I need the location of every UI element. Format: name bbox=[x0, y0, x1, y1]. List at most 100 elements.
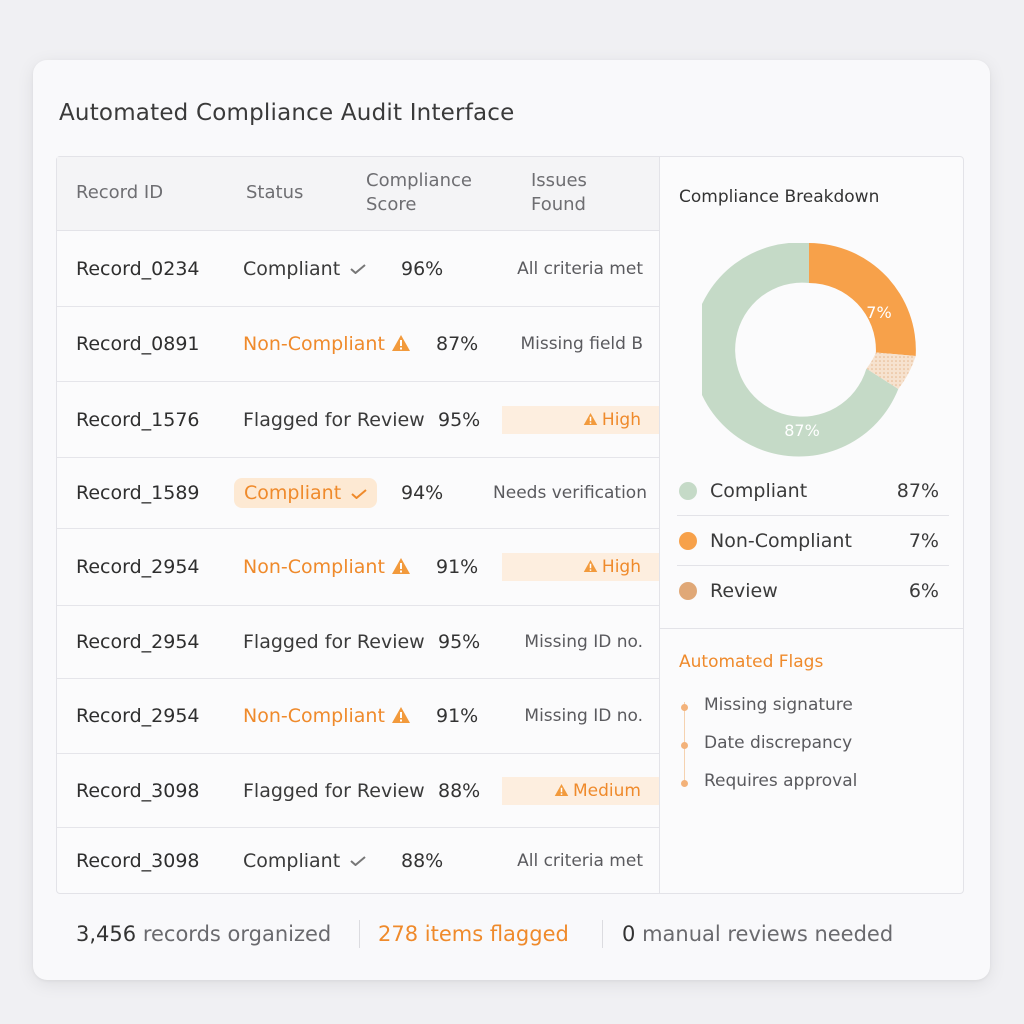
audit-card: Automated Compliance Audit Interface Rec… bbox=[33, 60, 990, 980]
donut-segment-non-compliant bbox=[809, 243, 916, 356]
record-id: Record_3098 bbox=[76, 849, 200, 872]
issue-text: All criteria met bbox=[517, 850, 643, 871]
warning-icon bbox=[583, 560, 598, 572]
severity-badge: High bbox=[502, 405, 659, 434]
flag-item-missing-signature[interactable]: Missing signature bbox=[704, 695, 853, 715]
issue-text: Missing ID no. bbox=[524, 706, 643, 726]
status-label: Non-Compliant bbox=[243, 705, 385, 727]
legend-item-compliant[interactable]: Compliant 87% bbox=[677, 466, 949, 516]
score-value: 87% bbox=[436, 333, 479, 355]
header-issues-line2: Found bbox=[531, 194, 586, 215]
table-row[interactable]: Record_2954 Non-Compliant 91% High bbox=[57, 529, 659, 606]
legend-label: Compliant bbox=[710, 479, 808, 502]
status-label: Non-Compliant bbox=[243, 556, 385, 578]
issue-text: Missing ID no. bbox=[524, 632, 643, 652]
legend-dot-review bbox=[679, 582, 697, 600]
legend-value: 6% bbox=[908, 580, 939, 602]
section-divider bbox=[660, 628, 964, 629]
table-row[interactable]: Record_0891 Non-Compliant 87% Missing fi… bbox=[57, 307, 659, 382]
legend-label: Review bbox=[710, 580, 778, 602]
legend-item-review[interactable]: Review 6% bbox=[677, 566, 949, 616]
manual-review-summary: 0 manual reviews needed bbox=[622, 922, 893, 946]
table-row[interactable]: Record_3098 Compliant 88% All criteria m… bbox=[57, 828, 659, 893]
status-label: Compliant bbox=[244, 482, 342, 504]
records-table: Record ID Status Compliance Score Issues… bbox=[57, 157, 659, 893]
status-label: Flagged for Review bbox=[243, 631, 425, 653]
content-panel: Record ID Status Compliance Score Issues… bbox=[56, 156, 964, 894]
header-issues-line1: Issues bbox=[531, 170, 587, 191]
footer-separator bbox=[602, 920, 603, 948]
warning-icon bbox=[554, 783, 569, 796]
warning-icon bbox=[391, 558, 410, 574]
score-value: 88% bbox=[401, 849, 444, 872]
issue-text: Needs verification bbox=[493, 483, 647, 503]
table-row[interactable]: Record_2954 Non-Compliant 91% Missing ID… bbox=[57, 679, 659, 754]
page-title: Automated Compliance Audit Interface bbox=[59, 100, 515, 126]
panel-divider bbox=[659, 157, 660, 893]
severity-badge: High bbox=[502, 553, 659, 581]
flag-bullet bbox=[681, 780, 688, 787]
flags-title: Automated Flags bbox=[679, 652, 824, 672]
donut-label-compliant: 87% bbox=[784, 421, 820, 440]
flag-item-requires-approval[interactable]: Requires approval bbox=[704, 771, 858, 791]
records-text: records organized bbox=[142, 922, 332, 946]
warning-icon bbox=[583, 412, 598, 425]
manual-text: manual reviews needed bbox=[642, 922, 894, 946]
score-value: 91% bbox=[436, 705, 479, 727]
legend-dot-non-compliant bbox=[679, 531, 697, 550]
table-row[interactable]: Record_2954 Flagged for Review 95% Missi… bbox=[57, 606, 659, 679]
status-label: Compliant bbox=[243, 257, 341, 280]
status-label: Compliant bbox=[243, 849, 341, 872]
legend-dot-compliant bbox=[679, 481, 697, 500]
status-cell: Non-Compliant bbox=[243, 556, 411, 578]
status-cell: Non-Compliant bbox=[243, 333, 411, 355]
status-pill: Compliant bbox=[234, 478, 378, 508]
issue-text: All criteria met bbox=[517, 258, 643, 279]
manual-count: 0 bbox=[622, 922, 636, 946]
score-value: 94% bbox=[401, 482, 444, 504]
record-id: Record_0234 bbox=[76, 257, 200, 280]
record-id: Record_2954 bbox=[76, 705, 200, 727]
header-issues-found[interactable]: Issues Found bbox=[531, 169, 587, 217]
compliance-donut-chart: 7% 87% bbox=[702, 243, 916, 457]
score-value: 96% bbox=[401, 257, 444, 280]
check-icon bbox=[350, 264, 366, 274]
status-label: Flagged for Review bbox=[243, 408, 425, 431]
status-cell: Non-Compliant bbox=[243, 705, 411, 727]
flagged-summary[interactable]: 278 items flagged bbox=[378, 922, 569, 946]
record-id: Record_1589 bbox=[76, 482, 200, 504]
severity-label: High bbox=[601, 409, 641, 430]
header-score-line1: Compliance bbox=[366, 170, 472, 191]
status-label: Non-Compliant bbox=[243, 333, 385, 355]
score-value: 95% bbox=[438, 408, 481, 431]
footer-separator bbox=[359, 920, 360, 948]
record-id: Record_2954 bbox=[76, 631, 200, 653]
header-compliance-score[interactable]: Compliance Score bbox=[366, 169, 472, 217]
legend-value: 7% bbox=[908, 529, 939, 552]
table-row[interactable]: Record_3098 Flagged for Review 88% Mediu… bbox=[57, 754, 659, 828]
warning-icon bbox=[391, 335, 410, 351]
warning-icon bbox=[391, 707, 410, 723]
records-summary: 3,456 records organized bbox=[76, 922, 331, 946]
status-label: Flagged for Review bbox=[243, 779, 425, 802]
record-id: Record_1576 bbox=[76, 408, 200, 431]
donut-segment-compliant bbox=[702, 243, 899, 457]
table-row[interactable]: Record_1576 Flagged for Review 95% High bbox=[57, 382, 659, 458]
legend-label: Non-Compliant bbox=[710, 529, 852, 552]
header-status[interactable]: Status bbox=[246, 182, 304, 203]
issue-text: Missing field B bbox=[520, 334, 643, 354]
flag-bullet bbox=[681, 742, 688, 749]
status-cell: Compliant bbox=[243, 850, 366, 872]
severity-label: High bbox=[601, 557, 641, 577]
severity-badge: Medium bbox=[502, 776, 659, 805]
table-row[interactable]: Record_0234 Compliant 96% All criteria m… bbox=[57, 231, 659, 307]
table-row[interactable]: Record_1589 Compliant 94% Needs verifica… bbox=[57, 458, 659, 529]
score-value: 95% bbox=[438, 631, 481, 653]
breakdown-title: Compliance Breakdown bbox=[679, 187, 880, 207]
table-header: Record ID Status Compliance Score Issues… bbox=[57, 157, 659, 231]
records-count: 3,456 bbox=[76, 922, 137, 946]
header-record-id[interactable]: Record ID bbox=[76, 182, 164, 203]
legend-value: 87% bbox=[896, 479, 939, 502]
legend-item-non-compliant[interactable]: Non-Compliant 7% bbox=[677, 516, 949, 566]
flag-item-date-discrepancy[interactable]: Date discrepancy bbox=[704, 733, 853, 753]
